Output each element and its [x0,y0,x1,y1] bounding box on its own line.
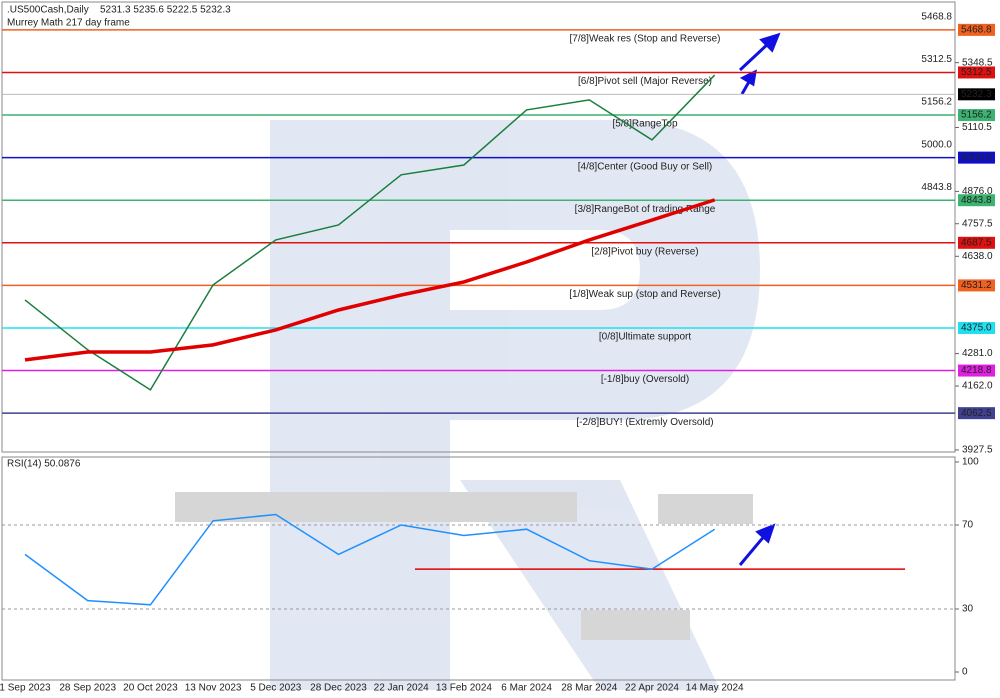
level-tag [958,407,995,420]
x-tick-label: 5 Dec 2023 [250,683,302,694]
level-tag [958,23,995,36]
series-line [24,74,716,391]
x-tick-label: 28 Dec 2023 [310,683,367,694]
level-tag [958,66,995,79]
rsi-panel [1,456,956,681]
level-tag-label: 5156.2 [961,110,992,121]
x-tick-label: 13 Feb 2024 [436,683,493,694]
watermark [270,120,760,690]
level-name: [3/8]RangeBot of trading Range [575,204,716,215]
level-tag-label: 5000.0 [961,152,992,163]
y-tick-label: 70 [962,520,974,531]
ohlc: 5231.3 5235.6 5222.5 5232.3 [100,5,231,16]
y-tick-label: 4281.0 [962,348,993,359]
x-tick-label: 20 Oct 2023 [123,683,178,694]
x-tick-label: 13 Nov 2023 [185,683,242,694]
y-tick-label: 30 [962,604,974,615]
level-name: [-2/8]BUY! (Extremly Oversold) [576,417,713,428]
level-tag [958,279,995,292]
x-tick-label: 22 Apr 2024 [625,683,679,694]
level-tag [958,321,995,334]
x-tick-label: 14 May 2024 [686,683,744,694]
x-tick-label: 1 Sep 2023 [0,683,51,694]
level-tag [958,364,995,377]
zone [175,492,577,522]
arrows [738,32,781,566]
x-tick-label: 22 Jan 2024 [374,683,429,694]
price-panel [1,1,956,453]
level-tag-label: 4375.0 [961,323,992,334]
level-tag [958,194,995,207]
rsi-title: RSI(14) 50.0876 [7,459,81,470]
y-tick-label: 4638.0 [962,251,993,262]
level-name: [6/8]Pivot sell (Major Reverse) [578,76,712,87]
y-tick-label: 4757.5 [962,218,993,229]
level-name: [2/8]Pivot buy (Reverse) [591,246,698,257]
x-tick-label: 28 Mar 2024 [561,683,618,694]
level-name: [7/8]Weak res (Stop and Reverse) [570,33,721,44]
current-price-tag [958,88,995,101]
zone [581,610,690,640]
level-name: [-1/8]buy (Oversold) [601,374,689,385]
y-tick-label: 100 [962,457,979,468]
level-tag-label: 4218.8 [961,365,992,376]
series-line [24,198,716,362]
big-level-label: 5156.2 [921,97,952,108]
level-tag-label: 4062.5 [961,408,992,419]
y-tick-label: 4162.0 [962,381,993,392]
level-tag [958,151,995,164]
y-tick-label: 5348.5 [962,57,993,68]
current-price-label: 5232.3 [961,89,992,100]
big-level-label: 5312.5 [921,54,952,65]
level-name: [5/8]RangeTop [612,119,677,130]
chart-title: .US500Cash,Daily [7,5,89,16]
y-tick-label: 0 [962,667,968,678]
series-line [24,513,716,606]
big-level-label: 4843.8 [921,182,952,193]
level-tag-label: 4687.5 [961,237,992,248]
zone [658,494,753,524]
y-tick-label: 4876.0 [962,186,993,197]
level-tag [958,236,995,249]
y-tick-label: 5110.5 [962,122,992,133]
y-tick-label: 3927.5 [962,445,993,456]
subtitle: Murrey Math 217 day frame [7,18,130,29]
x-tick-label: 28 Sep 2023 [59,683,116,694]
level-tag-label: 5312.5 [961,67,992,78]
level-tag-label: 5468.8 [961,24,992,35]
level-name: [4/8]Center (Good Buy or Sell) [578,161,713,172]
big-level-label: 5000.0 [921,139,952,150]
big-level-label: 5468.8 [921,11,952,22]
level-name: [1/8]Weak sup (stop and Reverse) [569,289,721,300]
x-tick-label: 6 Mar 2024 [501,683,552,694]
level-tag [958,109,995,122]
level-name: [0/8]Ultimate support [599,332,691,343]
level-tag-label: 4843.8 [961,195,992,206]
level-tag-label: 4531.2 [961,280,992,291]
